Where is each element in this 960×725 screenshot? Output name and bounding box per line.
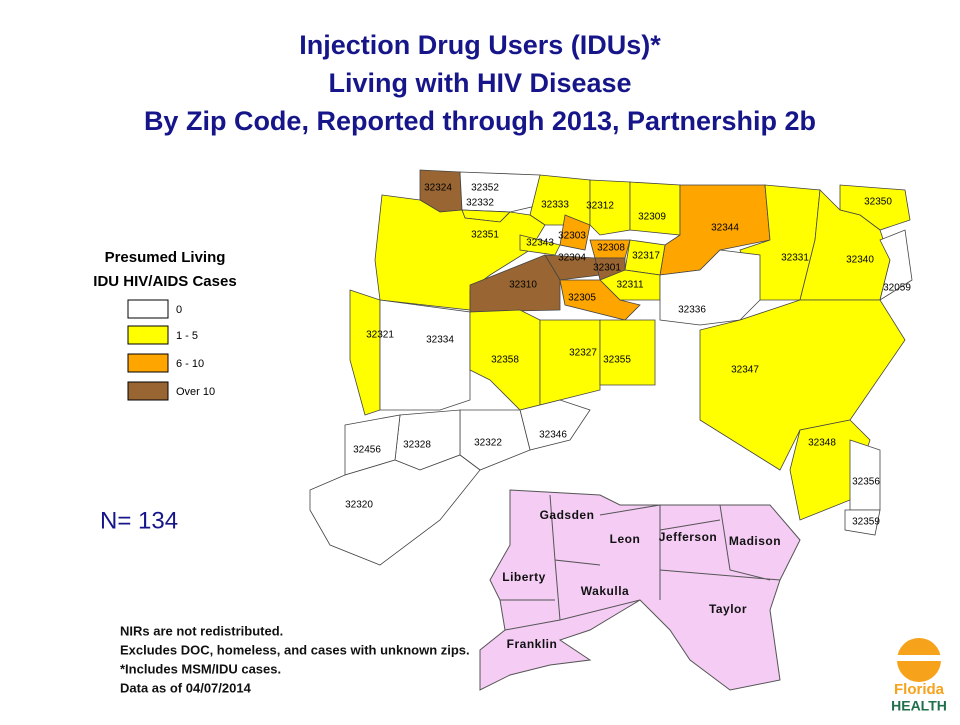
zip-label: 32350 <box>864 197 892 208</box>
legend-swatch <box>127 299 169 319</box>
zip-label: 32343 <box>526 238 554 249</box>
logo: Florida HEALTH <box>885 635 953 715</box>
zip-area <box>459 171 541 213</box>
zip-label: 32059 <box>883 283 911 294</box>
zip-label: 32308 <box>597 243 625 254</box>
note: *Includes MSM/IDU cases. <box>120 661 281 676</box>
zip-label: 32310 <box>509 280 537 291</box>
legend-label: 1 - 5 <box>176 330 198 342</box>
zip-label: 32304 <box>558 253 586 264</box>
zip-label: 32352 <box>471 183 499 194</box>
note: NIRs are not redistributed. <box>120 623 283 638</box>
county-label: Taylor <box>709 602 747 616</box>
zip-label: 32334 <box>426 335 454 346</box>
zip-area <box>519 234 561 256</box>
zip-label: 32301 <box>593 263 621 274</box>
zip-label: 32356 <box>852 477 880 488</box>
county-labels: Gadsden Leon Jefferson Madison Liberty Wakull… <box>502 508 781 651</box>
legend-title: IDU HIV/AIDS Cases <box>93 273 236 290</box>
zip-area <box>844 509 881 536</box>
logo-text: Florida <box>894 681 945 698</box>
county-label: Wakulla <box>581 584 629 598</box>
legend-swatch <box>127 353 169 373</box>
zip-label: 32355 <box>603 355 631 366</box>
notes: NIRs are not redistributed. Excludes DOC,… <box>120 623 470 695</box>
county-label: Jefferson <box>659 530 718 544</box>
zip-label: 32332 <box>466 198 494 209</box>
note: Data as of 04/07/2014 <box>120 680 252 695</box>
zip-label: 32327 <box>569 348 597 359</box>
zip-area <box>539 319 601 406</box>
zip-area <box>629 181 681 236</box>
zip-label: 32359 <box>852 517 880 528</box>
zip-area <box>519 399 591 451</box>
legend-swatch <box>127 381 169 401</box>
county-label: Leon <box>610 532 641 546</box>
zip-area <box>559 214 591 251</box>
zip-label: 32347 <box>731 365 759 376</box>
zip-area <box>309 454 481 566</box>
county-label: Madison <box>729 534 781 548</box>
zip-label: 32336 <box>678 305 706 316</box>
county-label: Gadsden <box>540 508 595 522</box>
zip-label: 32321 <box>366 330 394 341</box>
zip-label: 32303 <box>558 231 586 242</box>
zip-label: 32340 <box>846 255 874 266</box>
zip-map: 32324 32352 32332 32333 32312 32309 32344 32350… <box>309 169 913 566</box>
logo-stripe <box>885 655 953 661</box>
title-line: Injection Drug Users (IDUs)* <box>299 30 661 60</box>
zip-label: 32324 <box>424 183 452 194</box>
county-borders <box>500 494 781 631</box>
title-line: Living with HIV Disease <box>328 68 631 98</box>
legend-label: 6 - 10 <box>176 358 204 370</box>
zip-area <box>374 194 546 311</box>
zip-area <box>589 179 631 236</box>
zip-area <box>469 254 561 313</box>
zip-label: 32333 <box>541 200 569 211</box>
zip-label: 32456 <box>353 445 381 456</box>
title-line: By Zip Code, Reported through 2013, Part… <box>144 106 816 136</box>
zip-label: 32328 <box>403 440 431 451</box>
zip-area <box>879 229 913 301</box>
zip-label: 32346 <box>539 430 567 441</box>
zip-area <box>349 289 381 416</box>
zip-area <box>379 299 471 411</box>
n-label: N= 134 <box>100 507 178 534</box>
zip-area <box>659 249 761 326</box>
zip-area <box>599 319 656 386</box>
legend-label: Over 10 <box>176 386 215 398</box>
zip-label: 32309 <box>638 212 666 223</box>
zip-area <box>559 279 641 321</box>
zip-label: 32317 <box>632 251 660 262</box>
legend-label: 0 <box>176 304 182 316</box>
zip-label: 32312 <box>586 201 614 212</box>
zip-label: 32311 <box>616 280 644 291</box>
county-label: Liberty <box>502 570 546 584</box>
note: Excludes DOC, homeless, and cases with u… <box>120 642 470 657</box>
zip-label: 32331 <box>781 253 809 264</box>
zip-area <box>849 439 881 511</box>
logo-text: HEALTH <box>891 698 947 714</box>
county-label: Franklin <box>507 637 558 651</box>
zip-label: 32344 <box>711 223 739 234</box>
county-map <box>479 489 801 691</box>
zip-label: 32348 <box>808 438 836 449</box>
zip-label: 32305 <box>568 293 596 304</box>
legend-title: Presumed Living <box>105 249 226 266</box>
zip-label: 32351 <box>471 230 499 241</box>
legend-swatch <box>127 325 169 345</box>
zip-label: 32358 <box>491 355 519 366</box>
zip-label: 32320 <box>345 500 373 511</box>
zip-label: 32322 <box>474 438 502 449</box>
